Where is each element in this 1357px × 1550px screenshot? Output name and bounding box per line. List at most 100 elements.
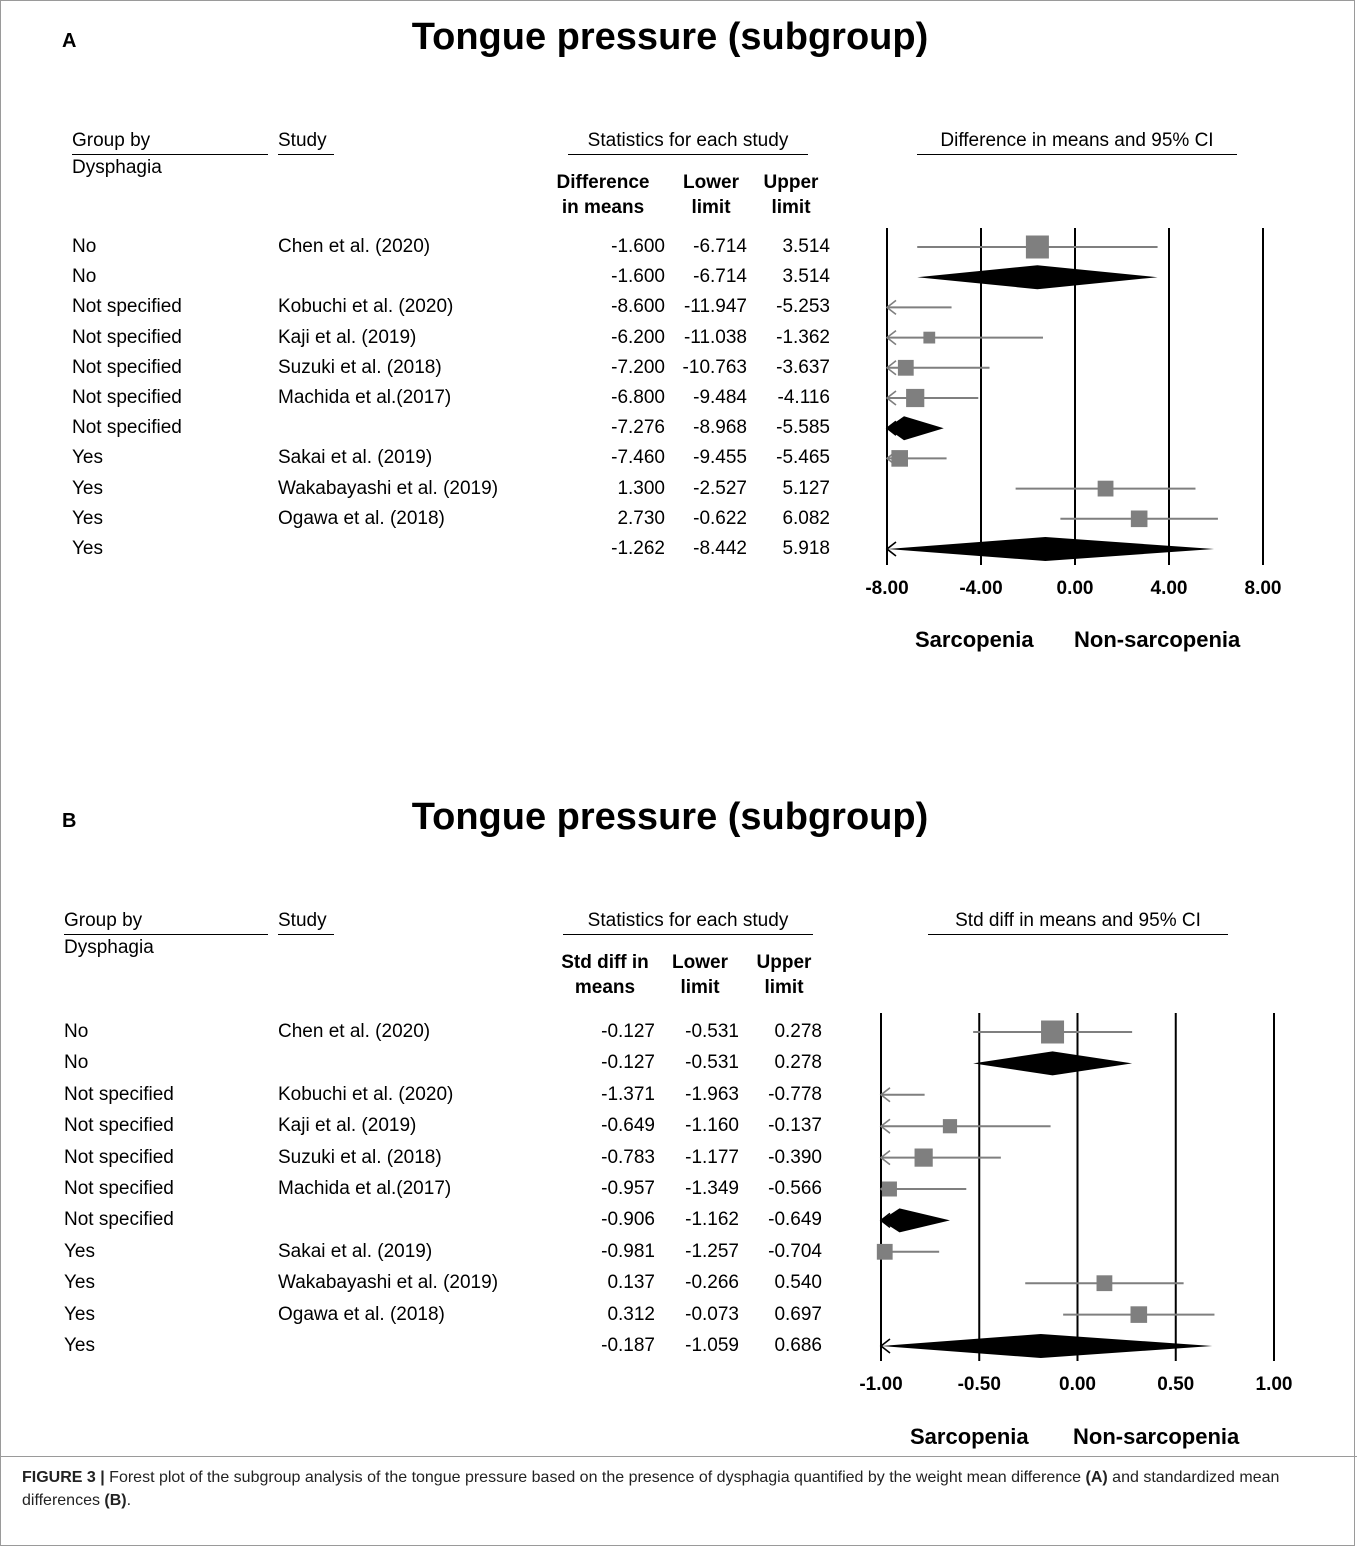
row-study: Chen et al. (2020): [278, 1021, 431, 1042]
axis-tick-label: -8.00: [865, 578, 909, 599]
ci-arrow: [885, 329, 897, 346]
row-upper-limit: 6.082: [782, 507, 830, 529]
row-study: Kobuchi et al. (2020): [278, 296, 454, 318]
row-group: Yes: [64, 1335, 95, 1356]
summary-diamond: [917, 265, 1158, 290]
caption-text-2: and standardized mean differences: [22, 1469, 1280, 1509]
row-study: Sakai et al. (2019): [278, 1240, 433, 1262]
row-group: Not specified: [64, 1115, 174, 1137]
row-lower-limit: -11.947: [683, 296, 747, 318]
ci-arrow: [879, 1087, 891, 1103]
point-estimate: [897, 359, 914, 376]
caption-divider: [0, 1456, 1357, 1457]
row-upper-limit: -0.566: [768, 1178, 822, 1199]
row-upper-limit: -5.253: [776, 296, 830, 318]
row-estimate: -6.800: [611, 387, 665, 408]
row-upper-limit: -0.649: [768, 1209, 822, 1231]
row-group: No: [72, 266, 97, 288]
row-upper-limit: 3.514: [782, 236, 830, 257]
point-estimate: [942, 1119, 958, 1134]
row-upper-limit: 5.918: [782, 538, 830, 559]
point-estimate: [1130, 510, 1148, 528]
point-estimate: [1025, 235, 1049, 259]
caption-text-3: .: [126, 1492, 132, 1509]
point-estimate: [1130, 1306, 1148, 1323]
row-upper-limit: -3.637: [776, 356, 830, 378]
favours-right-label: Non-sarcopenia: [1074, 627, 1241, 652]
summary-diamond: [881, 1208, 950, 1233]
row-group: No: [64, 1021, 89, 1042]
row-lower-limit: -8.968: [693, 417, 747, 439]
row-upper-limit: -5.585: [776, 417, 830, 439]
study-marker: [879, 1087, 925, 1103]
row-study: Suzuki et al. (2018): [278, 1146, 442, 1168]
ci-arrow: [879, 1149, 891, 1166]
ci-arrow: [879, 1338, 891, 1354]
axis-tick-label: 1.00: [1255, 1374, 1293, 1395]
row-lower-limit: -6.714: [693, 266, 747, 288]
row-lower-limit: -11.038: [683, 326, 747, 348]
row-study: Sakai et al. (2019): [278, 447, 433, 469]
row-estimate: 2.730: [617, 507, 665, 529]
point-estimate: [891, 450, 908, 467]
row-estimate: -6.200: [611, 326, 665, 348]
row-estimate: -1.600: [611, 266, 665, 288]
axis-tick-label: 0.00: [1056, 578, 1094, 599]
row-group: Yes: [64, 1303, 95, 1325]
row-lower-limit: -6.714: [693, 236, 747, 257]
row-group: Yes: [64, 1240, 95, 1262]
header-group-by: Group by: [72, 130, 268, 155]
caption-ref-b: (B): [104, 1492, 127, 1509]
caption-label: FIGURE 3 |: [22, 1469, 105, 1486]
row-estimate: -0.906: [601, 1209, 655, 1231]
row-lower-limit: -1.349: [685, 1178, 739, 1199]
ci-arrow: [885, 299, 897, 316]
ci-arrow: [885, 420, 897, 436]
row-estimate: -7.460: [611, 447, 665, 469]
row-upper-limit: 0.697: [774, 1303, 822, 1325]
column-header-lower: Lower limit: [672, 952, 728, 998]
row-estimate: 0.312: [607, 1303, 655, 1325]
row-group: Not specified: [64, 1146, 174, 1168]
row-group: Not specified: [72, 387, 182, 408]
header-group-by: Group by: [64, 910, 268, 935]
panel-a: A Tongue pressure (subgroup) Group by Dysph…: [0, 0, 1357, 760]
row-upper-limit: 5.127: [782, 477, 830, 499]
row-estimate: -0.127: [601, 1052, 655, 1074]
row-lower-limit: -1.160: [685, 1115, 739, 1137]
study-marker: [1025, 1275, 1184, 1292]
row-upper-limit: 0.540: [774, 1272, 822, 1294]
point-estimate: [906, 388, 925, 408]
row-study: Kaji et al. (2019): [278, 1115, 417, 1137]
row-upper-limit: -4.116: [777, 387, 830, 408]
column-header-estimate: Difference in means: [556, 172, 650, 218]
row-group: Yes: [64, 1272, 95, 1294]
panel-letter: B: [62, 810, 77, 832]
header-study: Study: [278, 130, 334, 155]
row-estimate: -1.600: [611, 236, 665, 257]
point-estimate: [1041, 1020, 1065, 1044]
ci-arrow: [885, 390, 897, 406]
row-lower-limit: -1.162: [685, 1209, 739, 1231]
row-lower-limit: -8.442: [693, 538, 747, 559]
row-lower-limit: -1.963: [685, 1083, 739, 1105]
row-study: Machida et al.(2017): [278, 1178, 452, 1199]
row-lower-limit: -9.484: [693, 387, 747, 408]
row-group: Not specified: [72, 417, 182, 439]
row-group: Yes: [72, 447, 103, 469]
row-estimate: -0.957: [601, 1178, 655, 1199]
axis-tick-label: -0.50: [957, 1374, 1001, 1395]
study-marker: [1063, 1306, 1215, 1323]
row-group: Yes: [72, 538, 103, 559]
study-marker: [885, 299, 952, 316]
ci-arrow: [879, 1118, 891, 1134]
column-header-upper: Upper limit: [756, 952, 812, 998]
column-header-lower: Lower limit: [683, 172, 739, 218]
panel-title: Tongue pressure (subgroup): [411, 16, 929, 58]
row-lower-limit: -2.527: [693, 477, 747, 499]
point-estimate: [914, 1148, 933, 1167]
row-upper-limit: -0.390: [768, 1146, 822, 1168]
row-lower-limit: -0.266: [685, 1272, 739, 1294]
row-group: No: [64, 1052, 89, 1074]
header-plot-label: Std diff in means and 95% CI: [928, 910, 1228, 935]
